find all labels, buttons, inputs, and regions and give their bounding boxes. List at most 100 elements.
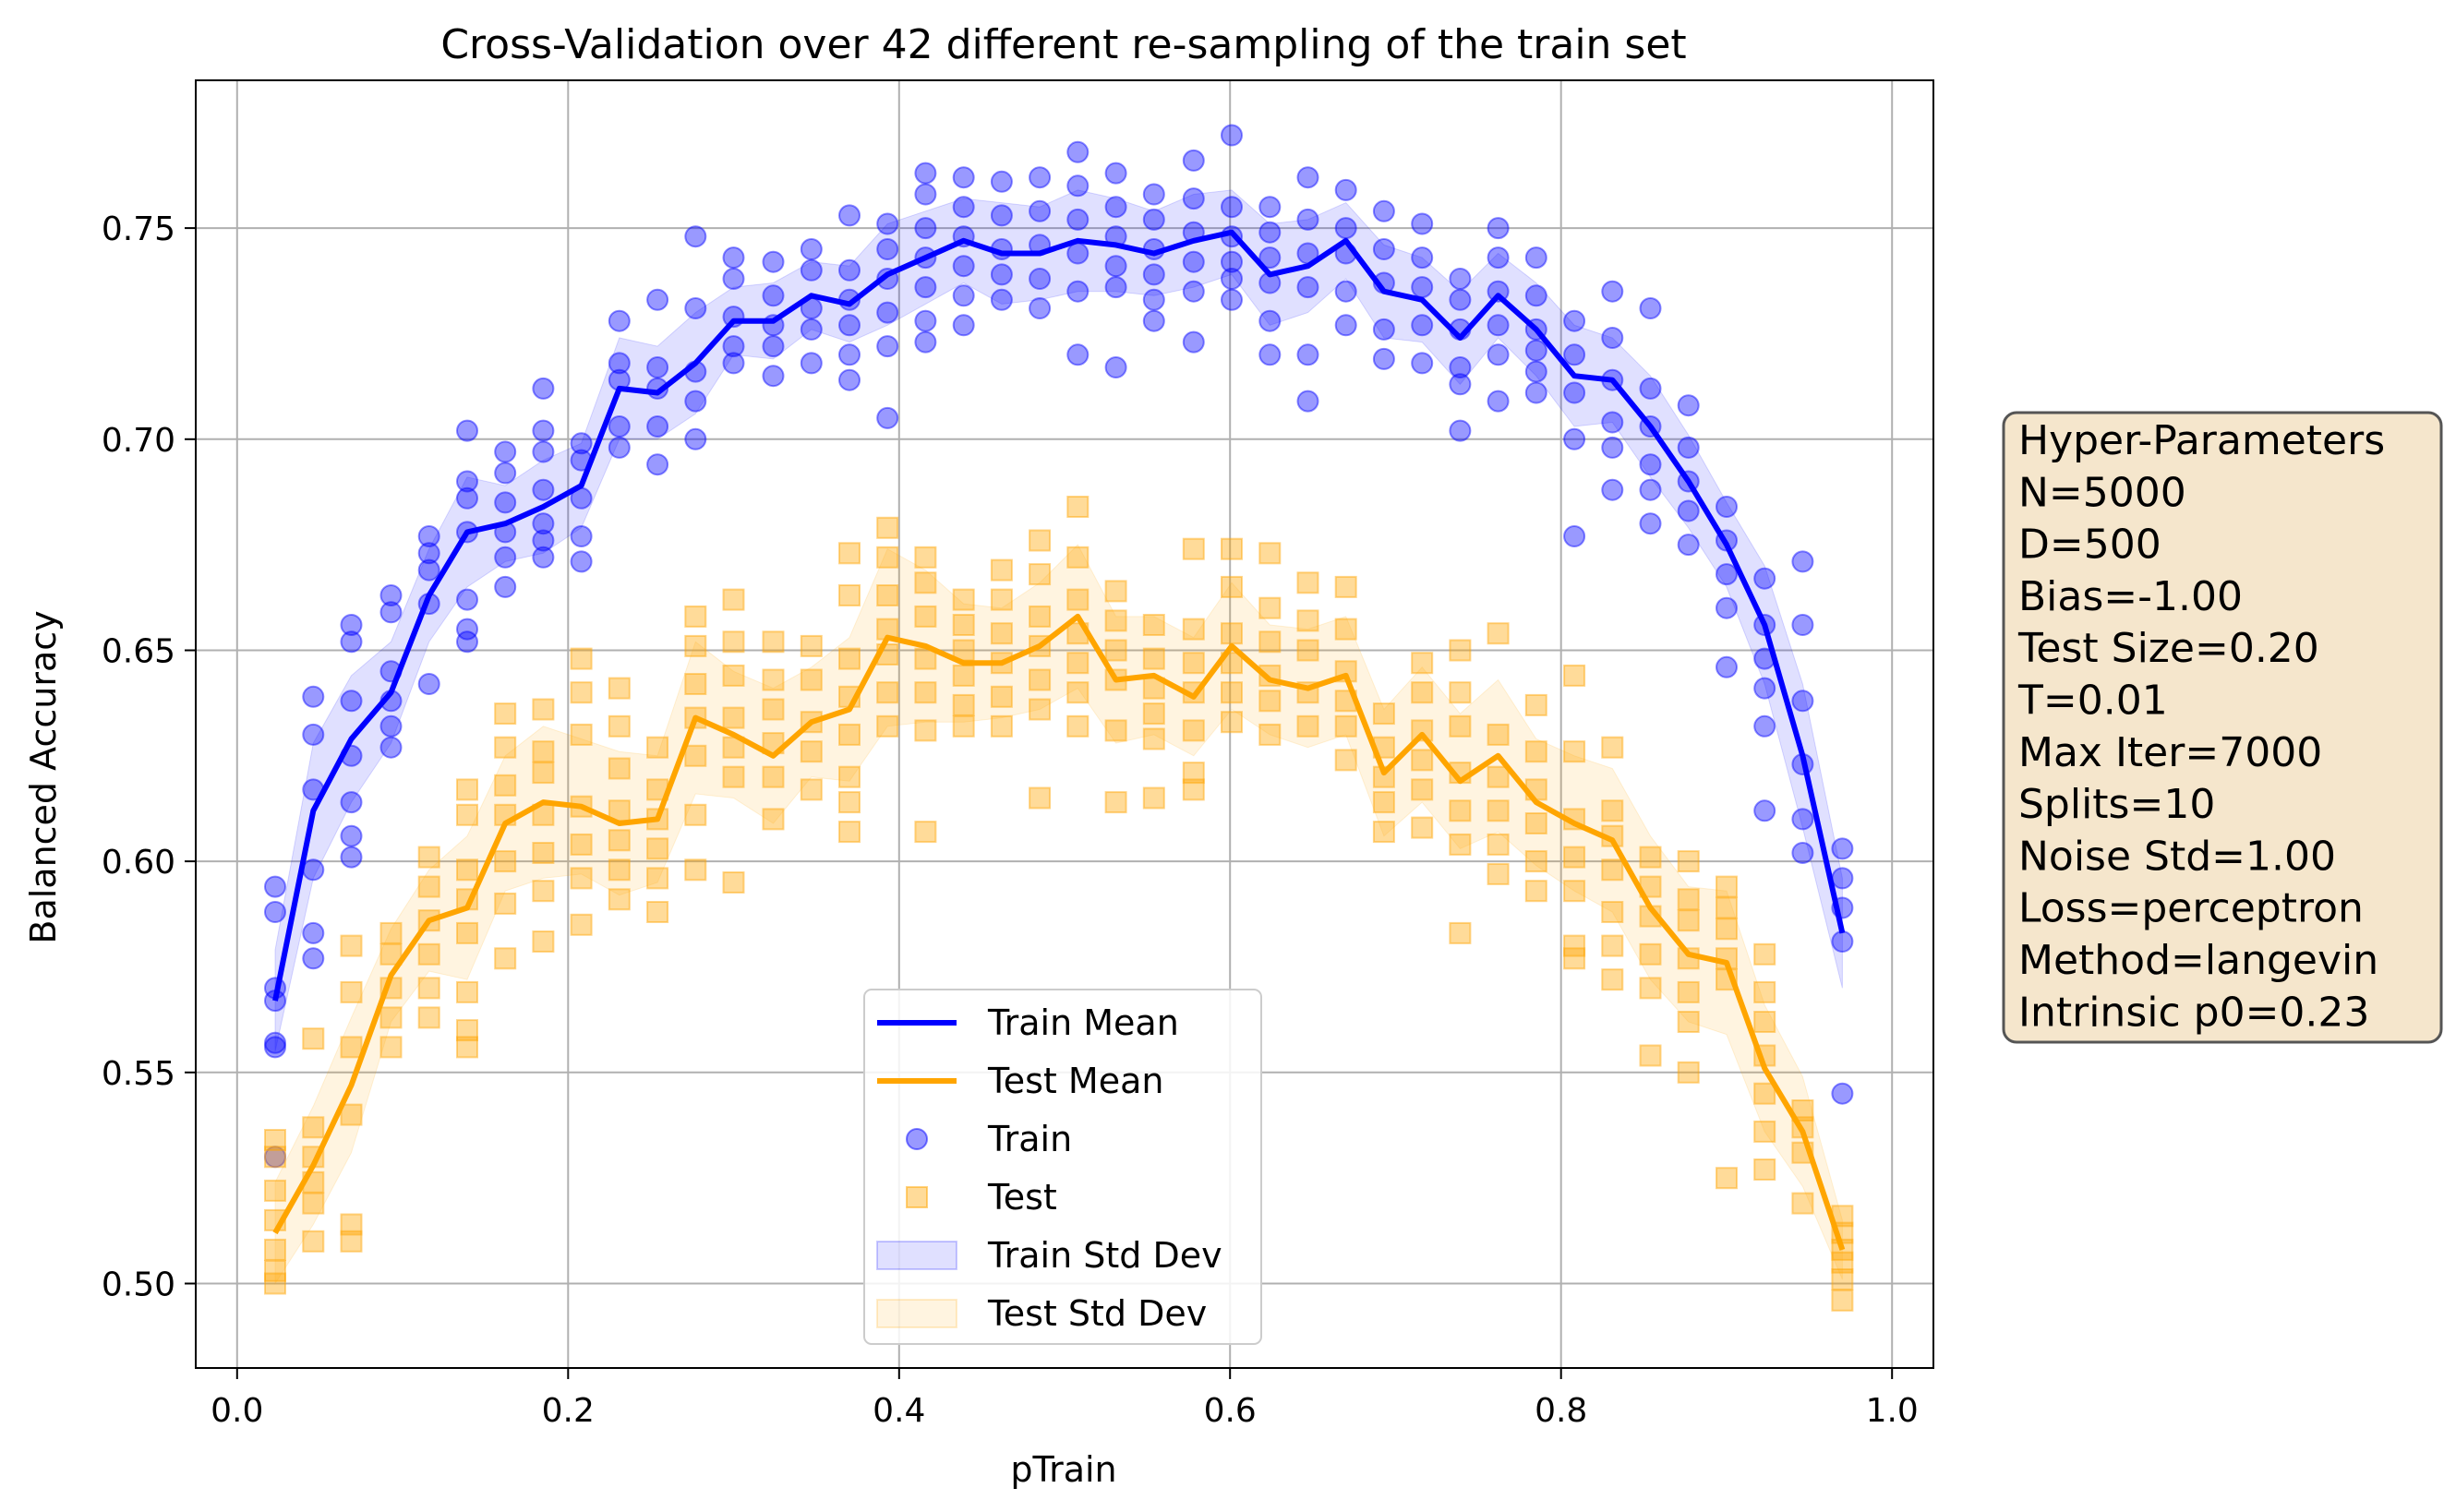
- test-point: [570, 681, 593, 704]
- train-point: [1334, 280, 1357, 303]
- train-point: [1221, 196, 1243, 219]
- test-point: [1601, 901, 1624, 923]
- train-point: [494, 440, 517, 463]
- test-point: [1182, 618, 1205, 641]
- legend-label-train-std: Train Std Dev: [987, 1235, 1222, 1276]
- test-point: [1487, 799, 1510, 822]
- test-point: [1104, 719, 1127, 742]
- train-point: [1296, 208, 1319, 231]
- hyper-parameter-line: Bias=-1.00: [2018, 573, 2243, 620]
- train-point: [914, 330, 937, 354]
- legend-marker-test: [906, 1186, 928, 1208]
- test-point: [608, 714, 631, 738]
- train-point: [952, 314, 975, 337]
- test-point: [1753, 1011, 1776, 1033]
- train-point: [1791, 550, 1814, 573]
- train-point: [1029, 297, 1052, 319]
- test-point: [340, 1036, 363, 1059]
- legend-box: [863, 989, 1262, 1345]
- test-point: [302, 1230, 325, 1253]
- train-point: [1066, 140, 1090, 163]
- test-point: [762, 765, 785, 788]
- train-point: [1524, 339, 1547, 362]
- test-point: [646, 736, 669, 759]
- test-point: [1601, 736, 1624, 759]
- train-point: [1411, 314, 1434, 337]
- test-point: [914, 546, 937, 569]
- train-point: [1716, 496, 1738, 518]
- test-point: [952, 614, 975, 636]
- train-point: [608, 309, 631, 332]
- train-point: [1142, 208, 1165, 231]
- hyper-parameter-line: Test Size=0.20: [2017, 625, 2319, 672]
- train-point: [1411, 246, 1434, 270]
- mean-lines: [272, 229, 1846, 1251]
- test-point: [608, 858, 631, 882]
- train-point: [646, 415, 669, 438]
- train-point: [1372, 199, 1395, 222]
- test-point: [1296, 639, 1319, 662]
- test-point: [838, 723, 861, 746]
- test-point: [990, 714, 1013, 738]
- test-point: [379, 942, 403, 966]
- test-point: [379, 1036, 403, 1059]
- test-point: [722, 588, 745, 611]
- train-point: [1182, 149, 1205, 172]
- test-point: [264, 1146, 286, 1169]
- y-tick-label: 0.75: [102, 210, 175, 248]
- test-point: [1296, 571, 1319, 594]
- test-point: [532, 698, 555, 721]
- train-point: [1104, 276, 1127, 299]
- train-point: [1487, 246, 1510, 270]
- test-point: [1716, 918, 1738, 941]
- hyper-parameter-line: Loss=perceptron: [2018, 885, 2364, 932]
- test-point: [1182, 778, 1205, 801]
- test-point: [1677, 1061, 1700, 1084]
- test-point: [876, 681, 899, 704]
- test-point: [1029, 698, 1052, 721]
- test-point: [340, 934, 363, 957]
- train-point: [1411, 212, 1434, 235]
- test-point: [1142, 647, 1165, 670]
- train-point: [800, 258, 823, 282]
- train-point: [1296, 166, 1319, 189]
- y-tick-label: 0.65: [102, 633, 175, 671]
- test-point: [1296, 714, 1319, 738]
- legend-label-test-std: Test Std Dev: [987, 1293, 1207, 1334]
- train-point: [456, 419, 478, 442]
- test-point: [1258, 542, 1282, 565]
- train-point: [1487, 217, 1510, 240]
- train-point: [494, 575, 517, 598]
- test-point: [1753, 1082, 1776, 1105]
- test-point: [302, 1027, 325, 1050]
- test-point: [1831, 1251, 1854, 1274]
- x-axis-label: pTrain: [1010, 1449, 1116, 1490]
- test-point: [762, 808, 785, 831]
- train-point: [800, 352, 823, 375]
- train-point: [1601, 411, 1624, 434]
- train-point: [722, 335, 745, 358]
- test-point: [1066, 714, 1090, 738]
- hyper-parameter-line: Splits=10: [2018, 781, 2215, 828]
- train-point: [532, 546, 555, 569]
- train-point: [379, 601, 403, 624]
- train-point: [1066, 280, 1090, 303]
- test-point: [302, 1116, 325, 1139]
- test-point: [952, 664, 975, 687]
- test-point: [1372, 791, 1395, 814]
- train-point: [1142, 288, 1165, 311]
- train-point: [1563, 343, 1586, 366]
- train-point: [1677, 436, 1700, 459]
- train-point: [264, 1146, 286, 1169]
- train-point: [1753, 677, 1776, 700]
- test-point: [570, 867, 593, 890]
- legend-label-train-mean: Train Mean: [987, 1002, 1179, 1043]
- test-point: [1221, 622, 1243, 645]
- train-point: [952, 284, 975, 307]
- train-point: [1563, 427, 1586, 450]
- hyper-parameter-line: Hyper-Parameters: [2018, 417, 2385, 464]
- test-point: [1334, 618, 1357, 641]
- train-point: [762, 365, 785, 388]
- test-point: [838, 542, 861, 565]
